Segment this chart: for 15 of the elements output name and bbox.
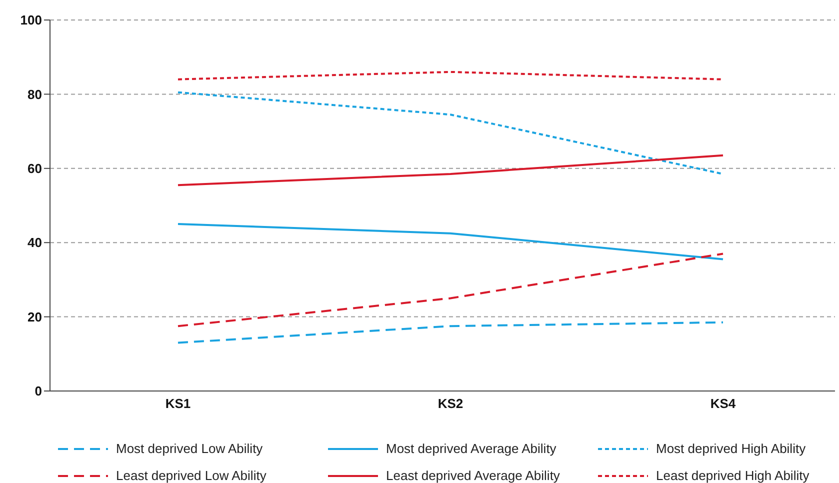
x-tick-label: KS1	[165, 396, 191, 412]
legend-label: Least deprived Average Ability	[386, 468, 560, 483]
y-tick-label: 40	[28, 235, 42, 250]
x-tick-label: KS2	[438, 396, 464, 412]
y-tick-label: 0	[34, 384, 42, 399]
x-tick-label: KS4	[710, 396, 736, 412]
legend-label: Most deprived High Ability	[656, 441, 806, 456]
legend-label: Most deprived Average Ability	[386, 441, 556, 456]
y-tick-label: 20	[28, 309, 42, 324]
y-tick-label: 100	[20, 12, 42, 28]
legend-label: Least deprived Low Ability	[116, 468, 266, 483]
legend-label: Least deprived High Ability	[656, 468, 810, 483]
y-tick-label: 60	[28, 161, 42, 176]
legend-label: Most deprived Low Ability	[116, 441, 263, 456]
y-tick-label: 80	[28, 86, 42, 102]
